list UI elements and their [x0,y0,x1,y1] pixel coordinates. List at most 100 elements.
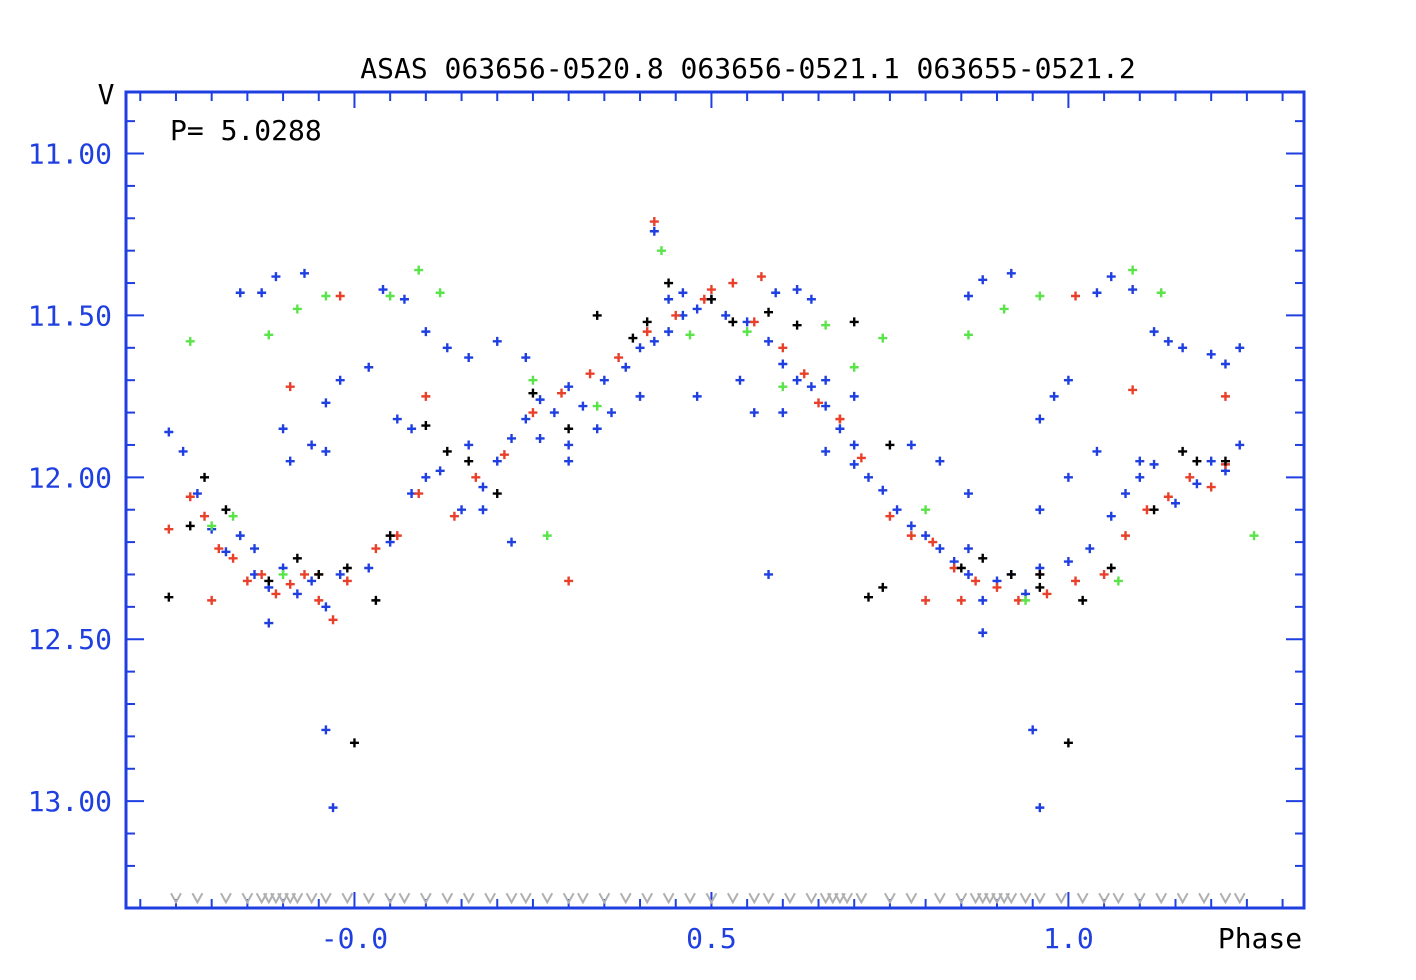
data-point-black [385,531,395,541]
data-point-green [821,320,831,330]
data-point-black [978,553,988,563]
y-tick-label: 12.00 [28,461,112,494]
upper-limit-marker [598,892,611,905]
data-point-green [592,401,602,411]
data-point-red [314,595,324,605]
data-point-blue [1106,272,1116,282]
data-point-black [706,294,716,304]
data-point-red [971,576,981,586]
data-point-blue [721,310,731,320]
data-point-blue [935,544,945,554]
upper-limit-marker [1033,892,1046,905]
data-point-black [642,317,652,327]
data-point-blue [978,628,988,638]
data-point-red [649,217,659,227]
data-point-red [528,408,538,418]
y-axis-label: V [98,78,115,111]
data-point-red [471,472,481,482]
y-tick-label: 12.50 [28,623,112,656]
upper-limit-marker [1133,892,1146,905]
upper-limit-marker [1176,892,1189,905]
data-point-red [749,317,759,327]
upper-limit-marker [762,892,775,905]
data-point-red [414,489,424,499]
data-point-green [207,521,217,531]
data-point-red [164,524,174,534]
data-point-black [371,595,381,605]
data-point-red [928,537,938,547]
y-tick-label: 11.50 [28,299,112,332]
data-point-green [778,382,788,392]
data-points [164,217,1259,813]
data-point-black [314,569,324,579]
data-point-red [706,285,716,295]
upper-limit-marker [577,892,589,905]
data-point-red [956,595,966,605]
data-point-blue [421,327,431,337]
upper-limit-marker [1076,892,1089,905]
data-point-blue [1206,456,1216,466]
data-point-black [292,553,302,563]
data-point-black [442,446,452,456]
upper-limit-marker [1098,892,1110,905]
data-point-blue [764,336,774,346]
data-point-red [814,398,824,408]
data-point-blue [478,505,488,515]
data-point-blue [649,226,659,236]
data-point-black [792,320,802,330]
data-point-red [499,450,509,460]
data-point-red [1042,589,1052,599]
upper-limit-marker [641,892,654,905]
data-point-red [421,391,431,401]
data-point-red [906,531,916,541]
period-annotation: P= 5.0288 [170,114,322,147]
upper-limit-marker [1155,892,1168,905]
upper-limit-marker [320,892,332,905]
data-point-blue [606,408,616,418]
data-point-green [1156,288,1166,298]
data-point-black [764,307,774,317]
data-point-blue [399,294,409,304]
data-point-red [856,453,866,463]
data-point-blue [963,291,973,301]
data-point-blue [963,489,973,499]
data-point-blue [457,505,467,515]
data-point-blue [1063,557,1073,567]
data-point-blue [778,359,788,369]
upper-limit-marker [805,892,818,905]
data-point-blue [1092,288,1102,298]
data-point-blue [1149,327,1159,337]
data-point-red [1099,569,1109,579]
data-point-blue [235,531,245,541]
data-point-blue [692,304,702,314]
data-point-blue [442,343,452,353]
upper-limit-marker [241,892,254,905]
data-point-blue [535,433,545,443]
data-point-red [257,569,267,579]
data-point-blue [321,602,331,612]
y-tick-labels: 11.00 11.50 12.00 12.50 13.00 [28,138,112,819]
data-point-blue [271,272,281,282]
data-point-blue [378,285,388,295]
plot-frame [124,90,1306,910]
data-point-blue [1085,544,1095,554]
data-point-blue [906,440,916,450]
data-point-black [421,421,431,431]
data-point-blue [621,362,631,372]
data-point-blue [392,414,402,424]
data-point-blue [963,569,973,579]
data-point-red [1220,391,1230,401]
data-point-black [164,592,174,602]
data-point-blue [778,408,788,418]
data-point-blue [564,382,574,392]
data-point-blue [1092,446,1102,456]
data-point-black [863,592,873,602]
data-point-blue [963,544,973,554]
data-point-black [1149,505,1159,515]
y-tick-label: 13.00 [28,785,112,818]
data-point-blue [649,336,659,346]
data-point-blue [507,433,517,443]
data-point-blue [221,547,231,557]
data-point-black [564,424,574,434]
data-point-black [1078,595,1088,605]
